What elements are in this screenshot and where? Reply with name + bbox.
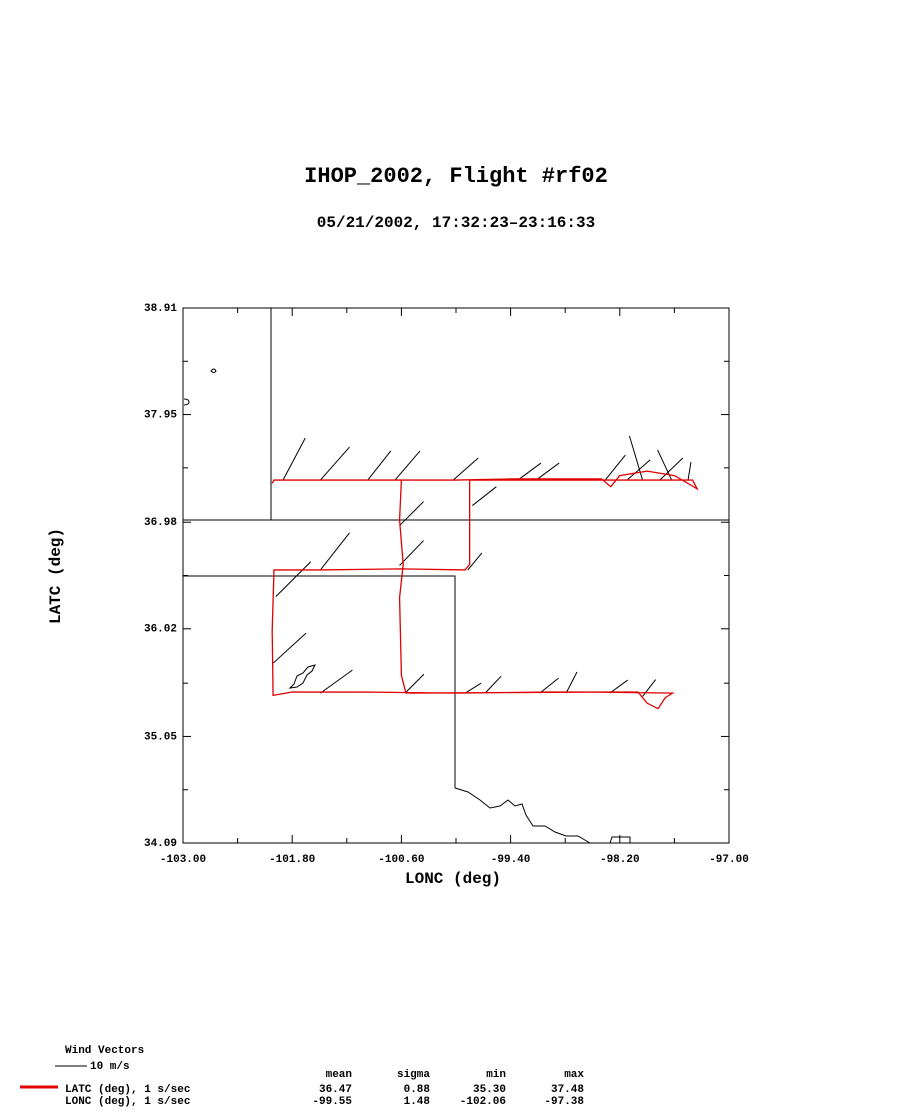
wind-vector (642, 679, 657, 697)
wind-vector (535, 462, 560, 481)
wind-vector (687, 462, 692, 481)
wind-vector (626, 459, 651, 481)
y-tick-label: 37.95 (144, 409, 177, 421)
x-tick-label: -99.40 (491, 854, 531, 866)
wind-vector (539, 677, 559, 694)
river-boundary (454, 787, 591, 844)
x-tick-label: -98.20 (600, 854, 640, 866)
x-tick-label: -101.80 (269, 854, 315, 866)
wind-vector (367, 450, 392, 481)
y-axis-label: LATC (deg) (47, 528, 65, 624)
wind-vector (404, 673, 425, 694)
chart-title: IHOP_2002, Flight #rf02 (304, 164, 608, 189)
y-tick-label: 35.05 (144, 731, 177, 743)
stats-cell: 36.47 (319, 1084, 352, 1096)
chart-subtitle: 05/21/2002, 17:32:23–23:16:33 (317, 214, 595, 232)
wind-vector (472, 486, 497, 506)
map-boundaries (183, 308, 729, 844)
wind-vector (320, 669, 353, 694)
stats-header: max (564, 1069, 584, 1081)
y-tick-label: 36.02 (144, 624, 177, 636)
x-axis-label: LONC (deg) (405, 870, 501, 888)
wind-vector (272, 632, 307, 664)
stats-cell: 1.48 (404, 1096, 431, 1108)
y-tick-label: 34.09 (144, 838, 177, 850)
x-tick-label: -103.00 (160, 854, 206, 866)
lake (210, 368, 217, 373)
wind-vector (484, 675, 502, 694)
wind-legend-title: Wind Vectors (65, 1045, 144, 1057)
lake (183, 398, 190, 406)
wind-vector (394, 450, 421, 481)
wind-legend-label: 10 m/s (90, 1061, 130, 1073)
river-boundary (609, 836, 631, 844)
wind-vector (517, 462, 542, 481)
stats-header: min (486, 1069, 506, 1081)
flight-track (271, 470, 699, 710)
stats-cell: -102.06 (460, 1096, 506, 1108)
y-tick-label: 36.98 (144, 517, 177, 529)
stats-row-name: LONC (deg), 1 s/sec (65, 1096, 190, 1108)
x-tick-label: -97.00 (709, 854, 749, 866)
wind-vector (604, 454, 626, 481)
wind-vector (320, 446, 350, 481)
wind-vector (282, 437, 306, 481)
wind-vector (399, 501, 424, 526)
x-tick-label: -100.60 (378, 854, 424, 866)
stats-cell: -97.38 (544, 1096, 584, 1108)
stats-cell: 37.48 (551, 1084, 584, 1096)
stats-cell: 35.30 (473, 1084, 506, 1096)
wind-vector (467, 552, 483, 571)
stats-cell: -99.55 (312, 1096, 352, 1108)
wind-vector (464, 682, 482, 694)
stats-cell: 0.88 (404, 1084, 431, 1096)
wind-vector (609, 679, 629, 694)
y-tick-label: 38.91 (144, 303, 177, 315)
stats-header: mean (326, 1069, 352, 1081)
wind-vector (275, 561, 312, 597)
wind-vector (452, 457, 479, 481)
wind-vector (565, 671, 578, 694)
stats-header: sigma (397, 1069, 430, 1081)
wind-vector (320, 532, 350, 571)
state-line (183, 575, 456, 788)
lake (288, 664, 316, 689)
wind-vector (659, 457, 684, 481)
stats-row-name: LATC (deg), 1 s/sec (65, 1084, 190, 1096)
